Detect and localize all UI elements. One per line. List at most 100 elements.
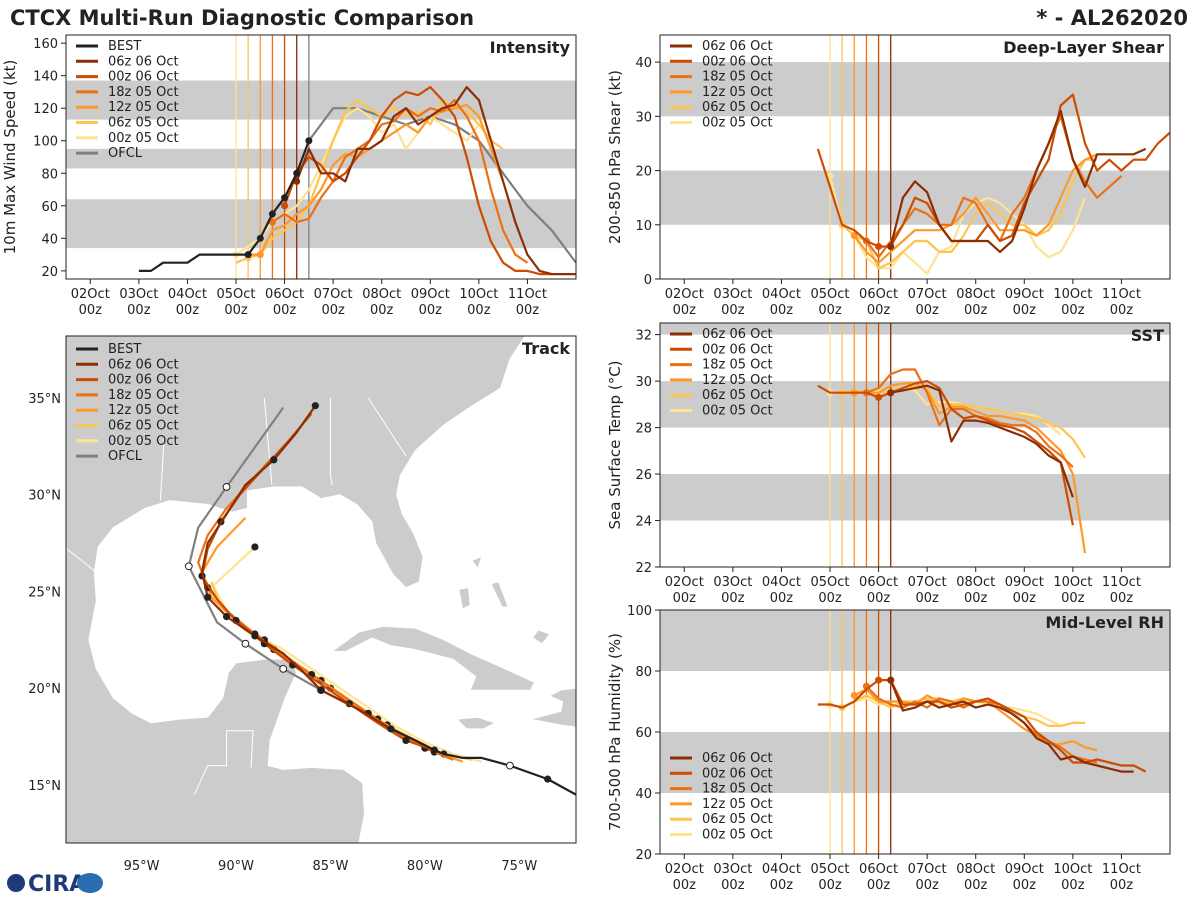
track-frame bbox=[65, 335, 577, 844]
x-tick-date: 07Oct bbox=[908, 575, 947, 590]
figure-title: CTCX Multi-Run Diagnostic Comparison bbox=[10, 6, 474, 30]
lon-tick-label: 95°W bbox=[124, 859, 160, 874]
intensity-panel: 2040608010012014016002Oct00z03Oct00z04Oc… bbox=[1, 34, 577, 318]
track-point-open bbox=[184, 562, 193, 571]
series-marker bbox=[850, 691, 858, 699]
x-tick-date: 04Oct bbox=[168, 287, 207, 302]
y-tick-label: 40 bbox=[635, 787, 652, 802]
y-tick-label: 28 bbox=[635, 422, 652, 437]
panel-title: Track bbox=[522, 339, 570, 358]
x-tick-date: 06Oct bbox=[265, 287, 304, 302]
panel-title: Intensity bbox=[490, 38, 571, 57]
series-marker bbox=[281, 202, 289, 210]
legend-label: 00z 05 Oct bbox=[702, 404, 773, 419]
x-tick-date: 07Oct bbox=[908, 862, 947, 877]
x-tick-date: 04Oct bbox=[762, 287, 801, 302]
x-tick-hour: 00z bbox=[673, 591, 697, 606]
legend-label: BEST bbox=[108, 39, 141, 54]
x-tick-hour: 00z bbox=[867, 878, 891, 893]
track-point-filled bbox=[270, 456, 278, 464]
x-tick-date: 03Oct bbox=[713, 862, 752, 877]
y-axis-label: 10m Max Wind Speed (kt) bbox=[1, 60, 19, 255]
panel-title: Mid-Level RH bbox=[1045, 613, 1164, 632]
x-tick-hour: 00z bbox=[673, 303, 697, 318]
axes-frame bbox=[659, 322, 1171, 568]
legend-label: 00z 05 Oct bbox=[702, 116, 773, 131]
x-tick-hour: 00z bbox=[1061, 878, 1085, 893]
legend-label: 00z 06 Oct bbox=[702, 342, 773, 357]
x-tick-hour: 00z bbox=[915, 878, 939, 893]
series-line bbox=[854, 382, 1087, 554]
x-tick-date: 09Oct bbox=[1005, 575, 1044, 590]
series-marker bbox=[875, 242, 883, 250]
land-bahamas-south bbox=[532, 629, 551, 645]
track-point-filled bbox=[402, 736, 410, 745]
y-tick-label: 80 bbox=[41, 167, 58, 182]
series-marker bbox=[293, 177, 301, 185]
series-marker bbox=[293, 169, 301, 177]
track-point-open bbox=[505, 761, 514, 770]
series-marker bbox=[268, 218, 276, 226]
x-tick-date: 08Oct bbox=[956, 287, 995, 302]
legend-label: 12z 05 Oct bbox=[108, 403, 179, 418]
panel-title: SST bbox=[1131, 326, 1164, 345]
legend-label: 00z 06 Oct bbox=[108, 373, 179, 388]
legend-label: 06z 05 Oct bbox=[702, 388, 773, 403]
x-tick-hour: 00z bbox=[1013, 878, 1037, 893]
legend-label: 00z 06 Oct bbox=[702, 54, 773, 69]
legend-label: 00z 05 Oct bbox=[702, 828, 773, 843]
x-tick-date: 06Oct bbox=[859, 862, 898, 877]
legend-label: 06z 05 Oct bbox=[108, 419, 179, 434]
legend-label: 06z 06 Oct bbox=[108, 357, 179, 372]
series-line bbox=[853, 153, 1098, 264]
legend-label: 18z 05 Oct bbox=[702, 70, 773, 85]
x-tick-date: 02Oct bbox=[665, 862, 704, 877]
series-line bbox=[817, 380, 1074, 526]
x-tick-hour: 00z bbox=[273, 303, 297, 318]
series-line bbox=[235, 99, 504, 264]
legend-label: 00z 06 Oct bbox=[108, 70, 179, 85]
y-tick-label: 40 bbox=[41, 232, 58, 247]
y-axis-label: 200-850 hPa Shear (kt) bbox=[606, 70, 624, 244]
x-tick-date: 08Oct bbox=[362, 287, 401, 302]
panel-title: Deep-Layer Shear bbox=[1003, 38, 1164, 57]
x-tick-date: 02Oct bbox=[665, 287, 704, 302]
x-tick-date: 04Oct bbox=[762, 862, 801, 877]
land-north-america bbox=[66, 336, 526, 843]
x-tick-date: 07Oct bbox=[908, 287, 947, 302]
y-tick-label: 60 bbox=[41, 200, 58, 215]
y-tick-label: 30 bbox=[635, 110, 652, 125]
logo-globe-icon bbox=[7, 874, 25, 892]
y-tick-label: 140 bbox=[33, 70, 58, 85]
border-line bbox=[226, 730, 254, 768]
y-tick-label: 100 bbox=[33, 135, 58, 150]
series-marker bbox=[281, 194, 289, 202]
series-marker bbox=[268, 210, 276, 218]
y-tick-label: 32 bbox=[635, 329, 652, 344]
series-marker bbox=[850, 232, 858, 240]
x-tick-hour: 00z bbox=[770, 591, 794, 606]
y-tick-label: 20 bbox=[635, 848, 652, 863]
track-point-open bbox=[222, 483, 231, 491]
x-tick-date: 11Oct bbox=[508, 287, 547, 302]
rh-plot-area bbox=[660, 610, 1170, 854]
shade-band bbox=[660, 62, 1170, 117]
x-tick-hour: 00z bbox=[321, 303, 345, 318]
series-line bbox=[271, 99, 529, 264]
x-tick-date: 10Oct bbox=[1053, 287, 1092, 302]
x-tick-hour: 00z bbox=[176, 303, 200, 318]
series-line bbox=[308, 107, 576, 264]
border-line bbox=[193, 730, 228, 795]
x-tick-hour: 00z bbox=[770, 303, 794, 318]
x-tick-hour: 00z bbox=[721, 591, 745, 606]
lat-tick-label: 15°N bbox=[28, 779, 61, 794]
land-cuba bbox=[331, 625, 535, 691]
x-tick-date: 08Oct bbox=[956, 862, 995, 877]
series-marker bbox=[887, 389, 895, 397]
y-tick-label: 100 bbox=[627, 604, 652, 619]
track-point-filled bbox=[251, 632, 259, 640]
lat-tick-label: 25°N bbox=[28, 585, 61, 600]
shear-panel: 01020304002Oct00z03Oct00z04Oct00z05Oct00… bbox=[606, 34, 1171, 318]
x-tick-hour: 00z bbox=[1013, 303, 1037, 318]
y-tick-label: 60 bbox=[635, 726, 652, 741]
